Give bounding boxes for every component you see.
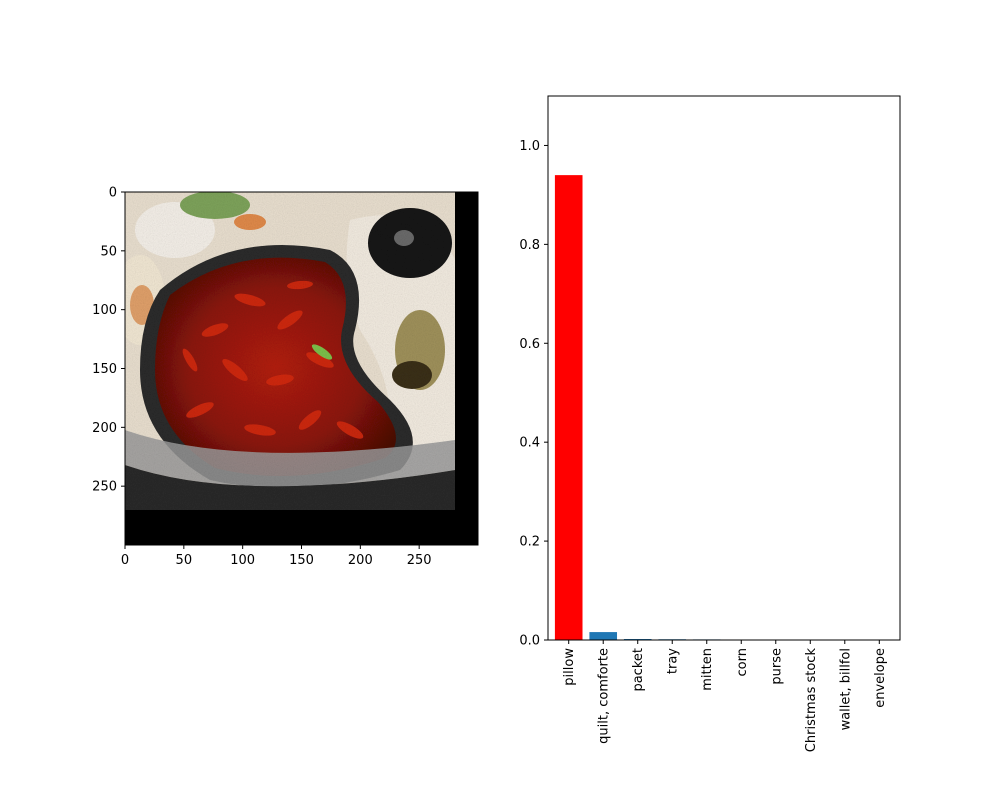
bar-y-tick-label: 0.8 (519, 238, 540, 253)
bar-x-tick-label: mitten (700, 648, 715, 691)
image-x-tick-label: 150 (289, 553, 314, 568)
bar-chart-x-axis: pillow quilt, comforte packet tray mitten cor… (562, 640, 888, 752)
bar-x-tick-label: envelope (873, 648, 888, 708)
bar-chart-panel: 0.0 0.2 0.4 0.6 0.8 1.0 pillow quilt, comforte… (519, 95, 901, 752)
bar-y-tick-label: 1.0 (519, 139, 540, 154)
bar-0 (554, 175, 583, 641)
image-y-tick-label: 150 (92, 362, 117, 377)
food-photo-icon (125, 192, 455, 510)
bar-x-tick-label: pillow (562, 648, 577, 686)
bar-x-tick-label: quilt, comforte (597, 648, 612, 744)
bar-x-tick-label: tray (666, 648, 681, 674)
image-x-tick-label: 200 (348, 553, 373, 568)
bar-y-tick-label: 0.4 (519, 436, 540, 451)
bar-chart-y-axis: 0.0 0.2 0.4 0.6 0.8 1.0 (519, 139, 548, 649)
image-y-axis: 0 50 100 150 200 250 (92, 186, 125, 495)
bar-x-tick-label: wallet, billfol (838, 648, 853, 730)
image-x-tick-label: 100 (230, 553, 255, 568)
image-x-tick-label: 50 (176, 553, 193, 568)
bar-y-tick-label: 0.2 (519, 535, 540, 550)
image-y-tick-label: 250 (92, 480, 117, 495)
image-x-tick-label: 250 (407, 553, 432, 568)
image-panel: 0 50 100 150 200 250 0 50 100 150 200 250 (92, 186, 479, 568)
image-y-tick-label: 0 (109, 186, 117, 201)
image-y-tick-label: 100 (92, 303, 117, 318)
image-y-tick-label: 200 (92, 421, 117, 436)
bar-y-tick-label: 0.6 (519, 337, 540, 352)
bar-x-tick-label: purse (769, 648, 784, 685)
bar-y-tick-label: 0.0 (519, 634, 540, 649)
image-x-axis: 0 50 100 150 200 250 (121, 545, 432, 568)
bar-x-tick-label: Christmas stock (804, 648, 819, 753)
image-y-tick-label: 50 (100, 244, 117, 259)
bar-chart-axes-frame (547, 95, 901, 641)
image-x-tick-label: 0 (121, 553, 129, 568)
bar-series (554, 175, 894, 641)
bar-1 (589, 632, 618, 640)
bar-x-tick-label: corn (735, 648, 750, 676)
bar-x-tick-label: packet (631, 648, 646, 692)
